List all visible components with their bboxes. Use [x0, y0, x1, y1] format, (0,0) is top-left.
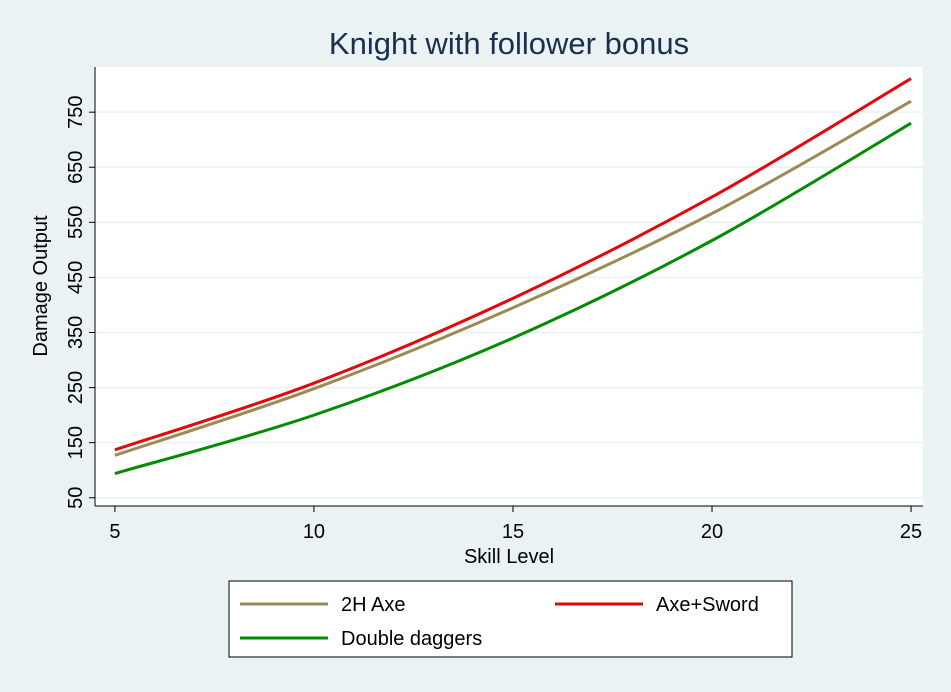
- series-line-2h-axe: [114, 99, 912, 457]
- x-tick-label: 10: [303, 521, 325, 543]
- x-tick-label: 20: [701, 521, 723, 543]
- y-tick-label: 150: [65, 426, 87, 459]
- y-tick-label: 550: [65, 206, 87, 239]
- y-axis-title: Damage Output: [30, 215, 52, 357]
- y-tick-label: 250: [65, 371, 87, 404]
- y-tick-label: 750: [65, 95, 87, 128]
- y-tick-label: 350: [65, 316, 87, 349]
- x-tick-label: 25: [900, 521, 922, 543]
- legend: 2H Axe Axe+Sword Double daggers: [228, 580, 793, 658]
- y-tick-label: 650: [65, 151, 87, 184]
- legend-label-double-daggers: Double daggers: [341, 628, 482, 650]
- y-tick-label: 450: [65, 261, 87, 294]
- series-lines: [114, 77, 912, 475]
- series-line-axe-sword: [114, 77, 912, 452]
- y-tick-label: 50: [65, 487, 87, 509]
- x-tick-label: 15: [502, 521, 524, 543]
- legend-box: [228, 580, 793, 658]
- grid-lines: [95, 111, 923, 499]
- legend-label-axe-sword: Axe+Sword: [656, 594, 759, 616]
- x-tick-label: 5: [109, 521, 120, 543]
- x-axis-title: Skill Level: [464, 546, 554, 568]
- series-line-double-daggers: [114, 121, 912, 475]
- y-axis-ticks: 50 150 250 350 450 550 650 750: [65, 95, 95, 509]
- legend-label-2h-axe: 2H Axe: [341, 594, 405, 616]
- chart-title: Knight with follower bonus: [329, 26, 689, 61]
- plot-area: [95, 67, 923, 506]
- x-axis-ticks: 5 10 15 20 25: [109, 506, 922, 543]
